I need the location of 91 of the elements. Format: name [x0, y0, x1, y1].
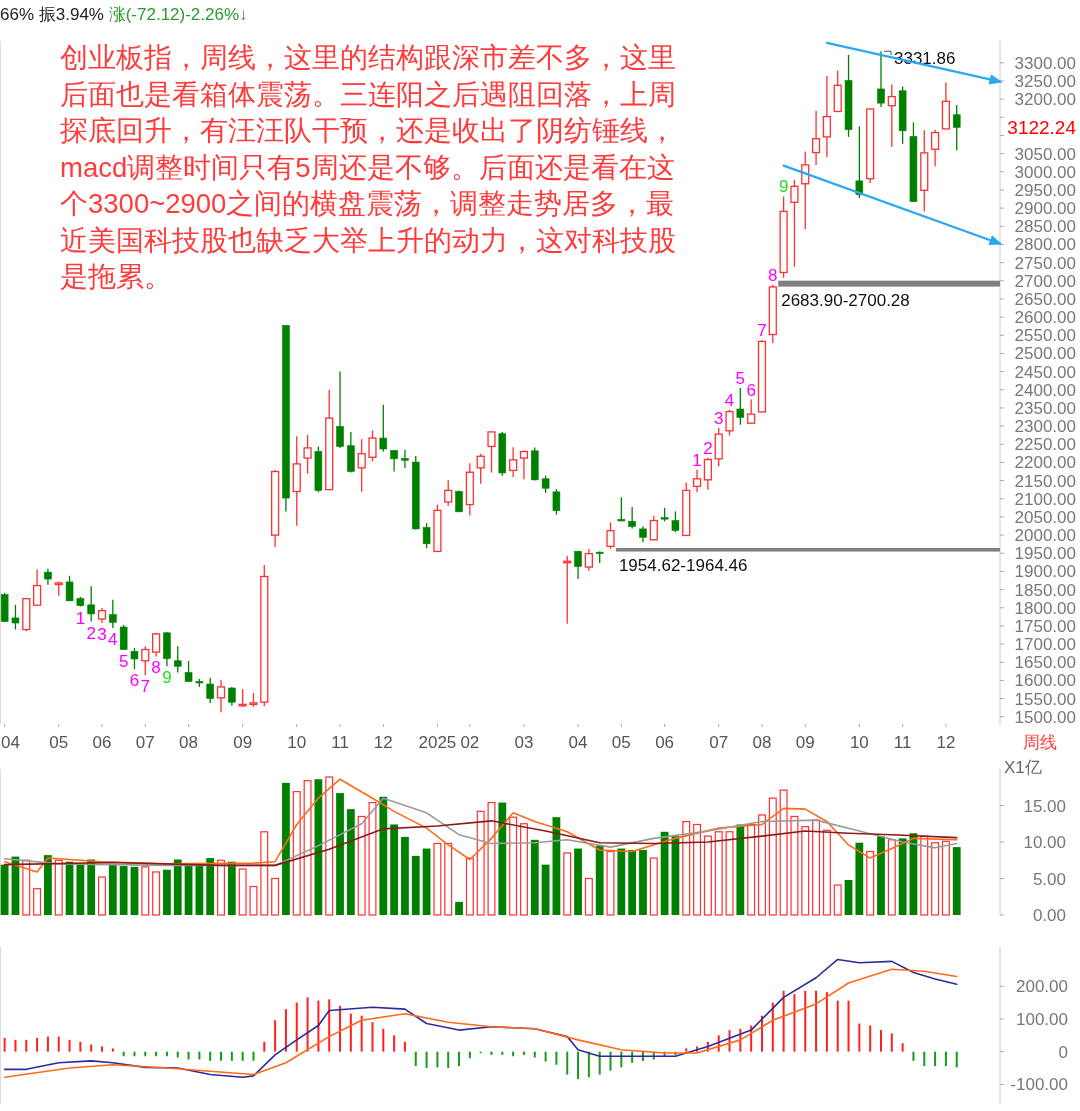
annotation: 9 [778, 177, 789, 197]
y-tick-label: 2850.00 [1014, 217, 1076, 237]
y-tick-label: 2600.00 [1014, 308, 1076, 328]
y-tick-label: 10.00 [1023, 833, 1066, 852]
y-tick-label: 2500.00 [1014, 344, 1076, 364]
annotation: 3122.24 [1007, 117, 1077, 139]
x-tick-label: 10 [287, 733, 307, 752]
y-tick-label: 2100.00 [1014, 489, 1076, 509]
y-tick-label: 2050.00 [1014, 507, 1076, 527]
x-tick-label: 09 [233, 733, 253, 752]
y-tick-label: 3000.00 [1014, 162, 1076, 182]
y-tick-label: 1900.00 [1014, 562, 1076, 582]
y-tick-label: 1650.00 [1014, 653, 1076, 673]
y-tick-label: 15.00 [1023, 796, 1066, 816]
y-tick-label: 3050.00 [1014, 144, 1076, 164]
x-tick-label: 03 [514, 733, 534, 752]
y-tick-label: 2000.00 [1014, 526, 1076, 546]
y-tick-label: 0.00 [1032, 906, 1066, 925]
annotation: 8 [151, 658, 161, 678]
x-tick-label: 06 [655, 733, 675, 752]
annotation: 1 [75, 608, 86, 628]
y-tick-label: 2950.00 [1014, 180, 1076, 200]
y-tick-label: 3300.00 [1014, 53, 1076, 73]
annotation: 4 [724, 390, 735, 410]
x-tick-label: 12 [936, 733, 956, 752]
annotation: 5 [735, 368, 746, 388]
y-tick-label: 1950.00 [1014, 544, 1076, 564]
annotation: 6 [746, 380, 756, 400]
y-tick-label: 100.00 [1016, 1009, 1068, 1029]
x-tick-label: 09 [795, 733, 815, 752]
y-tick-label: 2250.00 [1014, 435, 1076, 455]
x-tick-label: 07 [709, 733, 729, 752]
annotation: 2 [703, 439, 713, 459]
annotation: 3 [97, 625, 107, 644]
y-tick-label: 1800.00 [1014, 598, 1076, 618]
y-tick-label: 2750.00 [1014, 253, 1076, 273]
y-tick-label: 2900.00 [1014, 199, 1076, 219]
text: 涨(-72.12)-2.26%↓ [108, 5, 248, 24]
annotation: 1 [692, 450, 702, 470]
y-axis-title: X1亿 [1004, 758, 1042, 777]
x-tick-label: 10 [849, 733, 869, 752]
annotation: 3 [713, 408, 724, 428]
y-tick-label: 1500.00 [1014, 707, 1076, 727]
annotation: 4 [108, 630, 118, 650]
y-tick-label: 2400.00 [1014, 380, 1076, 400]
y-tick-label: 2450.00 [1014, 362, 1076, 382]
y-tick-label: 1700.00 [1014, 635, 1076, 655]
band-label: 1954.62-1964.46 [618, 555, 748, 575]
y-tick-label: 2300.00 [1014, 417, 1076, 437]
annotation: 7 [140, 677, 151, 697]
y-tick-label: 1600.00 [1014, 671, 1076, 691]
annotation: 创业板指，周线，这里的结构跟深市差不多，这里后面也是看箱体震荡。三连阳之后遇阻回落，上周探底回升，有汪汪队干预，还是收出了阴纺锤线，macd调整时间只有5周还是不够。后面还是看在这个3300~2900之间的横盘震荡，调整走势居多，最近美国科技股也缺乏大举上升的动力，这对科技股是拖累。 [60, 41, 677, 294]
x-tick-label: 2025 [418, 733, 457, 752]
x-tick-label: 06 [92, 733, 112, 752]
y-tick-label: 0 [1058, 1042, 1068, 1062]
y-tick-label: 2800.00 [1014, 235, 1076, 255]
x-tick-label: 08 [179, 733, 199, 752]
y-tick-label: 2550.00 [1014, 326, 1076, 346]
x-tick-label: 04 [568, 733, 588, 752]
text: 周线 [1023, 733, 1057, 752]
x-tick-label: 08 [752, 733, 772, 752]
band-label: 2683.90-2700.28 [781, 290, 910, 310]
x-tick-label: 11 [893, 733, 912, 752]
annotation: 7 [757, 321, 767, 341]
y-tick-label: 2150.00 [1014, 471, 1076, 491]
y-tick-label: 2700.00 [1014, 271, 1076, 291]
annotation: 6 [129, 671, 140, 691]
annotation: 5 [118, 651, 129, 671]
y-tick-label: 200.00 [1016, 977, 1068, 997]
x-tick-label: 12 [373, 733, 393, 752]
y-tick-label: 1850.00 [1014, 580, 1076, 600]
x-tick-label: 04 [1, 733, 20, 752]
y-tick-label: 1750.00 [1014, 616, 1076, 636]
x-tick-label: 05 [611, 733, 631, 752]
annotation: 9 [162, 668, 172, 688]
annotation: 8 [768, 265, 778, 285]
x-tick-label: 05 [49, 733, 69, 752]
y-tick-label: 1550.00 [1014, 689, 1076, 709]
text: 66% 振3.94% [0, 5, 105, 24]
annotation: 3331.86 [893, 49, 956, 69]
y-tick-label: 2350.00 [1014, 398, 1076, 418]
annotation: 2 [86, 623, 96, 643]
y-tick-label: -100.00 [1010, 1075, 1068, 1095]
y-tick-label: 5.00 [1032, 869, 1066, 889]
x-tick-label: 11 [331, 733, 349, 752]
y-tick-label: 3250.00 [1014, 71, 1076, 91]
y-tick-label: 2200.00 [1014, 453, 1076, 473]
y-tick-label: 2650.00 [1014, 289, 1076, 309]
y-tick-label: 3200.00 [1014, 90, 1076, 110]
x-tick-label: 02 [460, 733, 480, 752]
x-tick-label: 07 [135, 733, 155, 752]
